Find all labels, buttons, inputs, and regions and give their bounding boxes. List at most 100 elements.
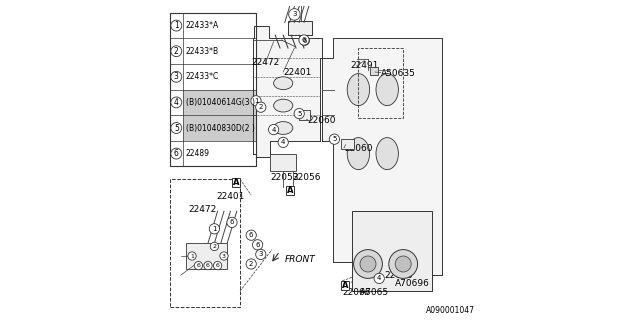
Bar <box>183 115 256 141</box>
Ellipse shape <box>376 74 398 106</box>
Ellipse shape <box>274 99 293 112</box>
Circle shape <box>360 256 376 272</box>
Text: 22401: 22401 <box>283 68 312 76</box>
Text: FRONT: FRONT <box>285 255 316 264</box>
Bar <box>288 21 312 35</box>
Text: 3: 3 <box>259 252 263 257</box>
Text: (B)01040830D(2 ): (B)01040830D(2 ) <box>186 124 255 132</box>
Text: 1: 1 <box>174 21 179 30</box>
Polygon shape <box>322 38 442 275</box>
Bar <box>340 281 349 290</box>
Circle shape <box>289 9 300 20</box>
Text: A7065: A7065 <box>360 288 389 297</box>
Text: 22053: 22053 <box>270 173 299 182</box>
Bar <box>183 90 256 115</box>
Circle shape <box>171 148 182 159</box>
Text: 1: 1 <box>253 98 259 104</box>
Text: 3: 3 <box>292 12 297 17</box>
Circle shape <box>251 96 261 106</box>
Text: 4: 4 <box>271 127 276 132</box>
Bar <box>370 67 378 75</box>
Circle shape <box>278 137 288 148</box>
Text: 22472: 22472 <box>251 58 280 67</box>
Bar <box>287 186 294 195</box>
Text: 5: 5 <box>174 124 179 132</box>
Ellipse shape <box>274 122 293 134</box>
Bar <box>352 211 432 291</box>
Text: 5: 5 <box>297 111 301 116</box>
Text: 6: 6 <box>206 263 210 268</box>
Bar <box>340 139 353 149</box>
Text: 22433*C: 22433*C <box>186 72 219 81</box>
Text: A: A <box>342 281 348 290</box>
Circle shape <box>246 230 256 240</box>
Circle shape <box>329 134 339 144</box>
Text: 1: 1 <box>212 226 217 232</box>
Text: 6: 6 <box>255 242 260 248</box>
Text: 5: 5 <box>332 136 337 142</box>
Ellipse shape <box>347 74 370 106</box>
Circle shape <box>396 256 412 272</box>
Bar <box>170 13 256 166</box>
Bar <box>358 48 403 118</box>
Circle shape <box>171 97 182 108</box>
Ellipse shape <box>376 138 398 170</box>
Circle shape <box>269 124 279 135</box>
Circle shape <box>256 102 266 112</box>
Text: 6: 6 <box>174 149 179 158</box>
Circle shape <box>188 252 196 260</box>
Text: 22489: 22489 <box>186 149 210 158</box>
Circle shape <box>354 250 383 278</box>
Circle shape <box>171 71 182 82</box>
Circle shape <box>300 36 310 45</box>
Text: 3: 3 <box>174 72 179 81</box>
Text: 22066: 22066 <box>342 288 371 297</box>
Bar <box>186 243 227 269</box>
Circle shape <box>171 123 182 133</box>
Text: A: A <box>233 178 239 187</box>
Text: 6: 6 <box>196 263 200 268</box>
Polygon shape <box>253 26 322 157</box>
Text: 2: 2 <box>212 244 216 249</box>
Text: 22472: 22472 <box>189 205 217 214</box>
Text: 2: 2 <box>174 47 179 56</box>
Text: 6: 6 <box>302 38 307 44</box>
Circle shape <box>246 259 256 269</box>
Circle shape <box>171 20 182 31</box>
Circle shape <box>214 261 222 270</box>
Text: 1: 1 <box>190 253 194 259</box>
Circle shape <box>210 242 219 251</box>
Bar <box>270 154 296 171</box>
Text: 6: 6 <box>230 220 234 225</box>
Circle shape <box>389 250 417 278</box>
Circle shape <box>253 240 263 250</box>
Circle shape <box>294 108 305 119</box>
Circle shape <box>195 261 202 270</box>
Text: 6: 6 <box>216 263 220 268</box>
Text: 4: 4 <box>174 98 179 107</box>
Text: 2: 2 <box>249 261 253 267</box>
Bar <box>232 178 240 187</box>
Text: 22401: 22401 <box>216 192 244 201</box>
Text: 22056: 22056 <box>292 173 321 182</box>
Text: 22056: 22056 <box>384 271 413 280</box>
Text: 6: 6 <box>301 37 307 43</box>
Text: 22060: 22060 <box>344 144 372 153</box>
Bar <box>170 179 240 307</box>
Circle shape <box>209 224 220 234</box>
Text: 22433*A: 22433*A <box>186 21 219 30</box>
Circle shape <box>299 35 309 45</box>
Text: 22060: 22060 <box>307 116 336 124</box>
Text: A70696: A70696 <box>396 279 430 288</box>
Bar <box>300 110 310 120</box>
Circle shape <box>374 273 385 284</box>
Circle shape <box>204 261 212 270</box>
Text: A50635: A50635 <box>381 69 415 78</box>
Text: 4: 4 <box>377 276 381 281</box>
Text: 4: 4 <box>281 140 285 145</box>
Circle shape <box>227 217 237 228</box>
Text: A090001047: A090001047 <box>426 306 475 315</box>
Ellipse shape <box>274 77 293 90</box>
Text: 2: 2 <box>259 104 263 110</box>
Text: A: A <box>287 186 294 195</box>
